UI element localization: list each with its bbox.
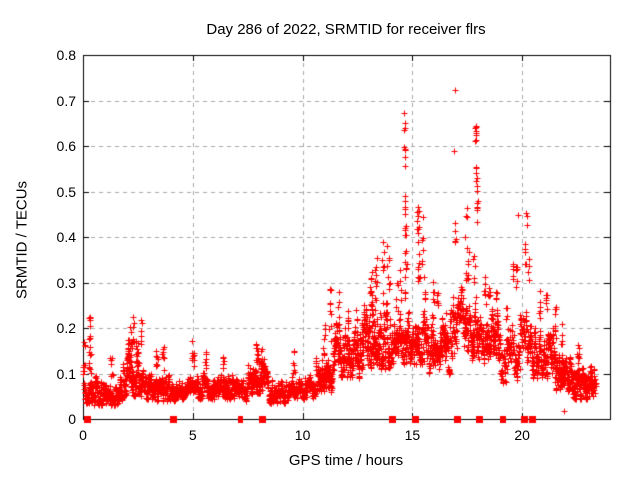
y-tick-label: 0.5	[56, 183, 76, 200]
y-tick-label: 0.3	[56, 274, 76, 291]
x-axis-label: GPS time / hours	[288, 452, 404, 469]
x-tick-label: 15	[404, 427, 421, 443]
y-tick-label: 0.2	[56, 320, 76, 336]
x-tick-label: 5	[188, 427, 197, 443]
x-tick-label: 0	[79, 427, 87, 443]
y-tick-label: 0.4	[56, 229, 76, 245]
x-tick-label: 20	[514, 427, 530, 443]
y-tick-label: 0.6	[56, 138, 76, 154]
x-tick-label: 10	[294, 427, 311, 443]
chart-title: Day 286 of 2022, SRMTID for receiver flr…	[206, 21, 486, 38]
y-tick-label: 0.1	[56, 365, 76, 382]
y-tick-label: 0	[68, 411, 76, 427]
y-tick-label: 0.7	[56, 92, 76, 109]
y-tick-label: 0.8	[56, 47, 76, 63]
